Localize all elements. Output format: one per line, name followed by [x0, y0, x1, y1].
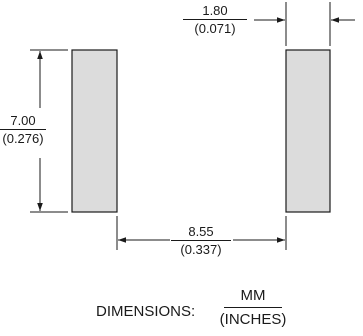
pad-height-inches: (0.276) [2, 131, 44, 146]
pad-width-mm: 1.80 [183, 4, 247, 20]
pad-height-mm: 7.00 [0, 114, 46, 130]
dimensions-legend-units: MM (INCHES) [218, 288, 288, 328]
legend-unit-mm: MM [224, 288, 282, 308]
pad-height-label: 7.00 (0.276) [0, 114, 46, 146]
left-pad [71, 49, 118, 213]
pad-spacing-inches: (0.337) [180, 242, 222, 257]
pad-spacing-label: 8.55 (0.337) [171, 225, 231, 257]
right-pad [285, 49, 331, 213]
dimensions-legend-label: DIMENSIONS: [96, 303, 196, 320]
pad-spacing-mm: 8.55 [171, 225, 231, 241]
pad-width-label: 1.80 (0.071) [183, 4, 247, 36]
pad-width-inches: (0.071) [194, 21, 236, 36]
legend-unit-inches: (INCHES) [219, 311, 287, 328]
